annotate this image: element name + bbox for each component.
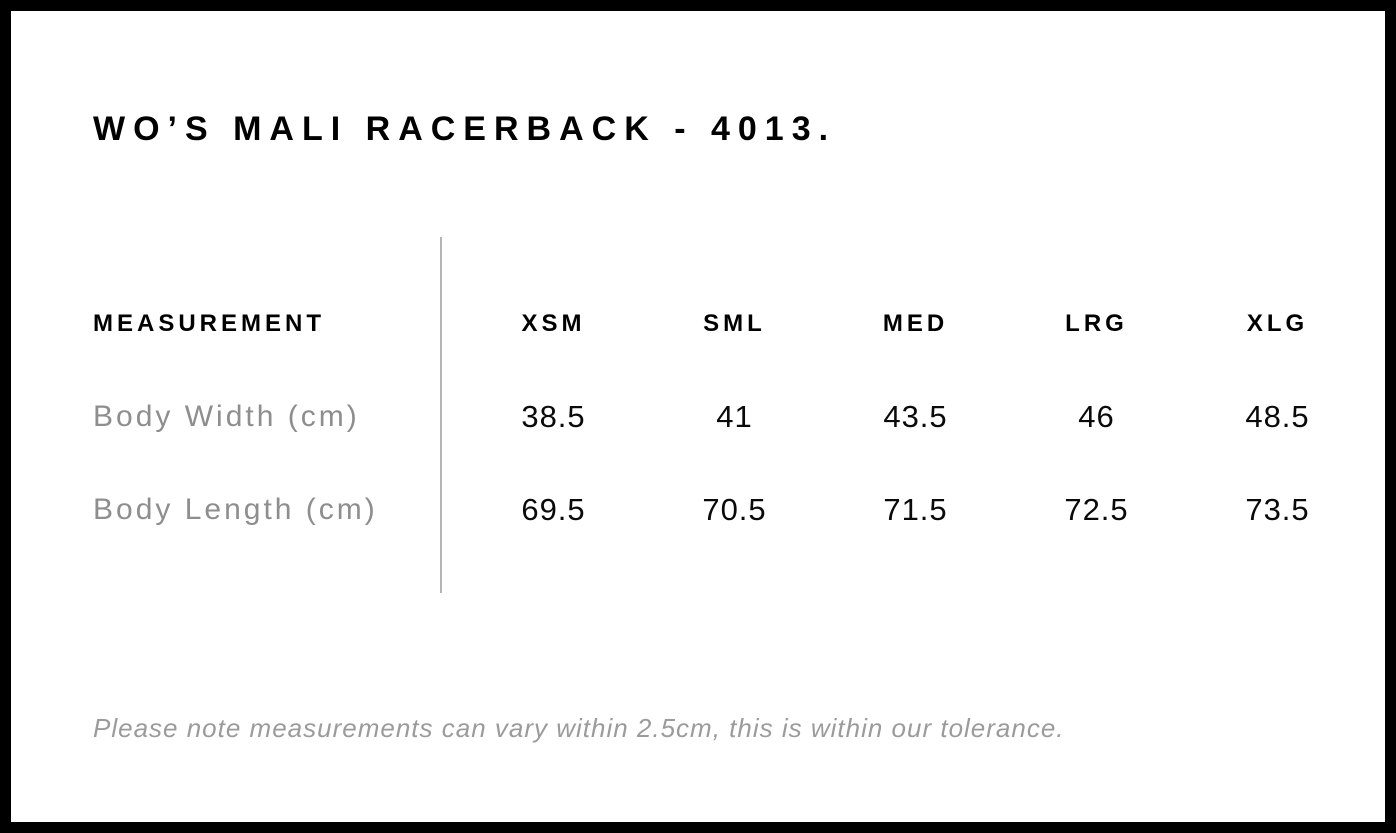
cell-body-width-xsm: 38.5	[521, 398, 586, 434]
column-header-lrg: LRG	[1065, 309, 1128, 337]
cell-body-length-xlg: 73.5	[1245, 491, 1310, 527]
column-header-med: MED	[882, 309, 949, 337]
vertical-divider	[440, 237, 442, 593]
row-label-body-length: Body Length (cm)	[93, 492, 378, 526]
cell-body-length-med: 71.5	[883, 491, 948, 527]
page-title: WO’S MALI RACERBACK - 4013.	[93, 110, 837, 148]
column-header-xsm: XSM	[521, 309, 586, 337]
column-header-sml: SML	[703, 309, 766, 337]
size-table: MEASUREMENT XSM SML MED LRG XLG Body Wid…	[93, 307, 1368, 527]
tolerance-note: Please note measurements can vary within…	[93, 713, 1065, 743]
cell-body-width-lrg: 46	[1078, 398, 1115, 434]
cell-body-length-sml: 70.5	[702, 491, 767, 527]
cell-body-width-xlg: 48.5	[1245, 398, 1310, 434]
cell-body-length-xsm: 69.5	[521, 491, 586, 527]
cell-body-width-sml: 41	[716, 398, 753, 434]
row-label-body-width: Body Width (cm)	[93, 399, 360, 433]
column-header-xlg: XLG	[1246, 309, 1309, 337]
cell-body-length-lrg: 72.5	[1064, 491, 1129, 527]
column-header-measurement: MEASUREMENT	[93, 309, 326, 337]
cell-body-width-med: 43.5	[883, 398, 948, 434]
